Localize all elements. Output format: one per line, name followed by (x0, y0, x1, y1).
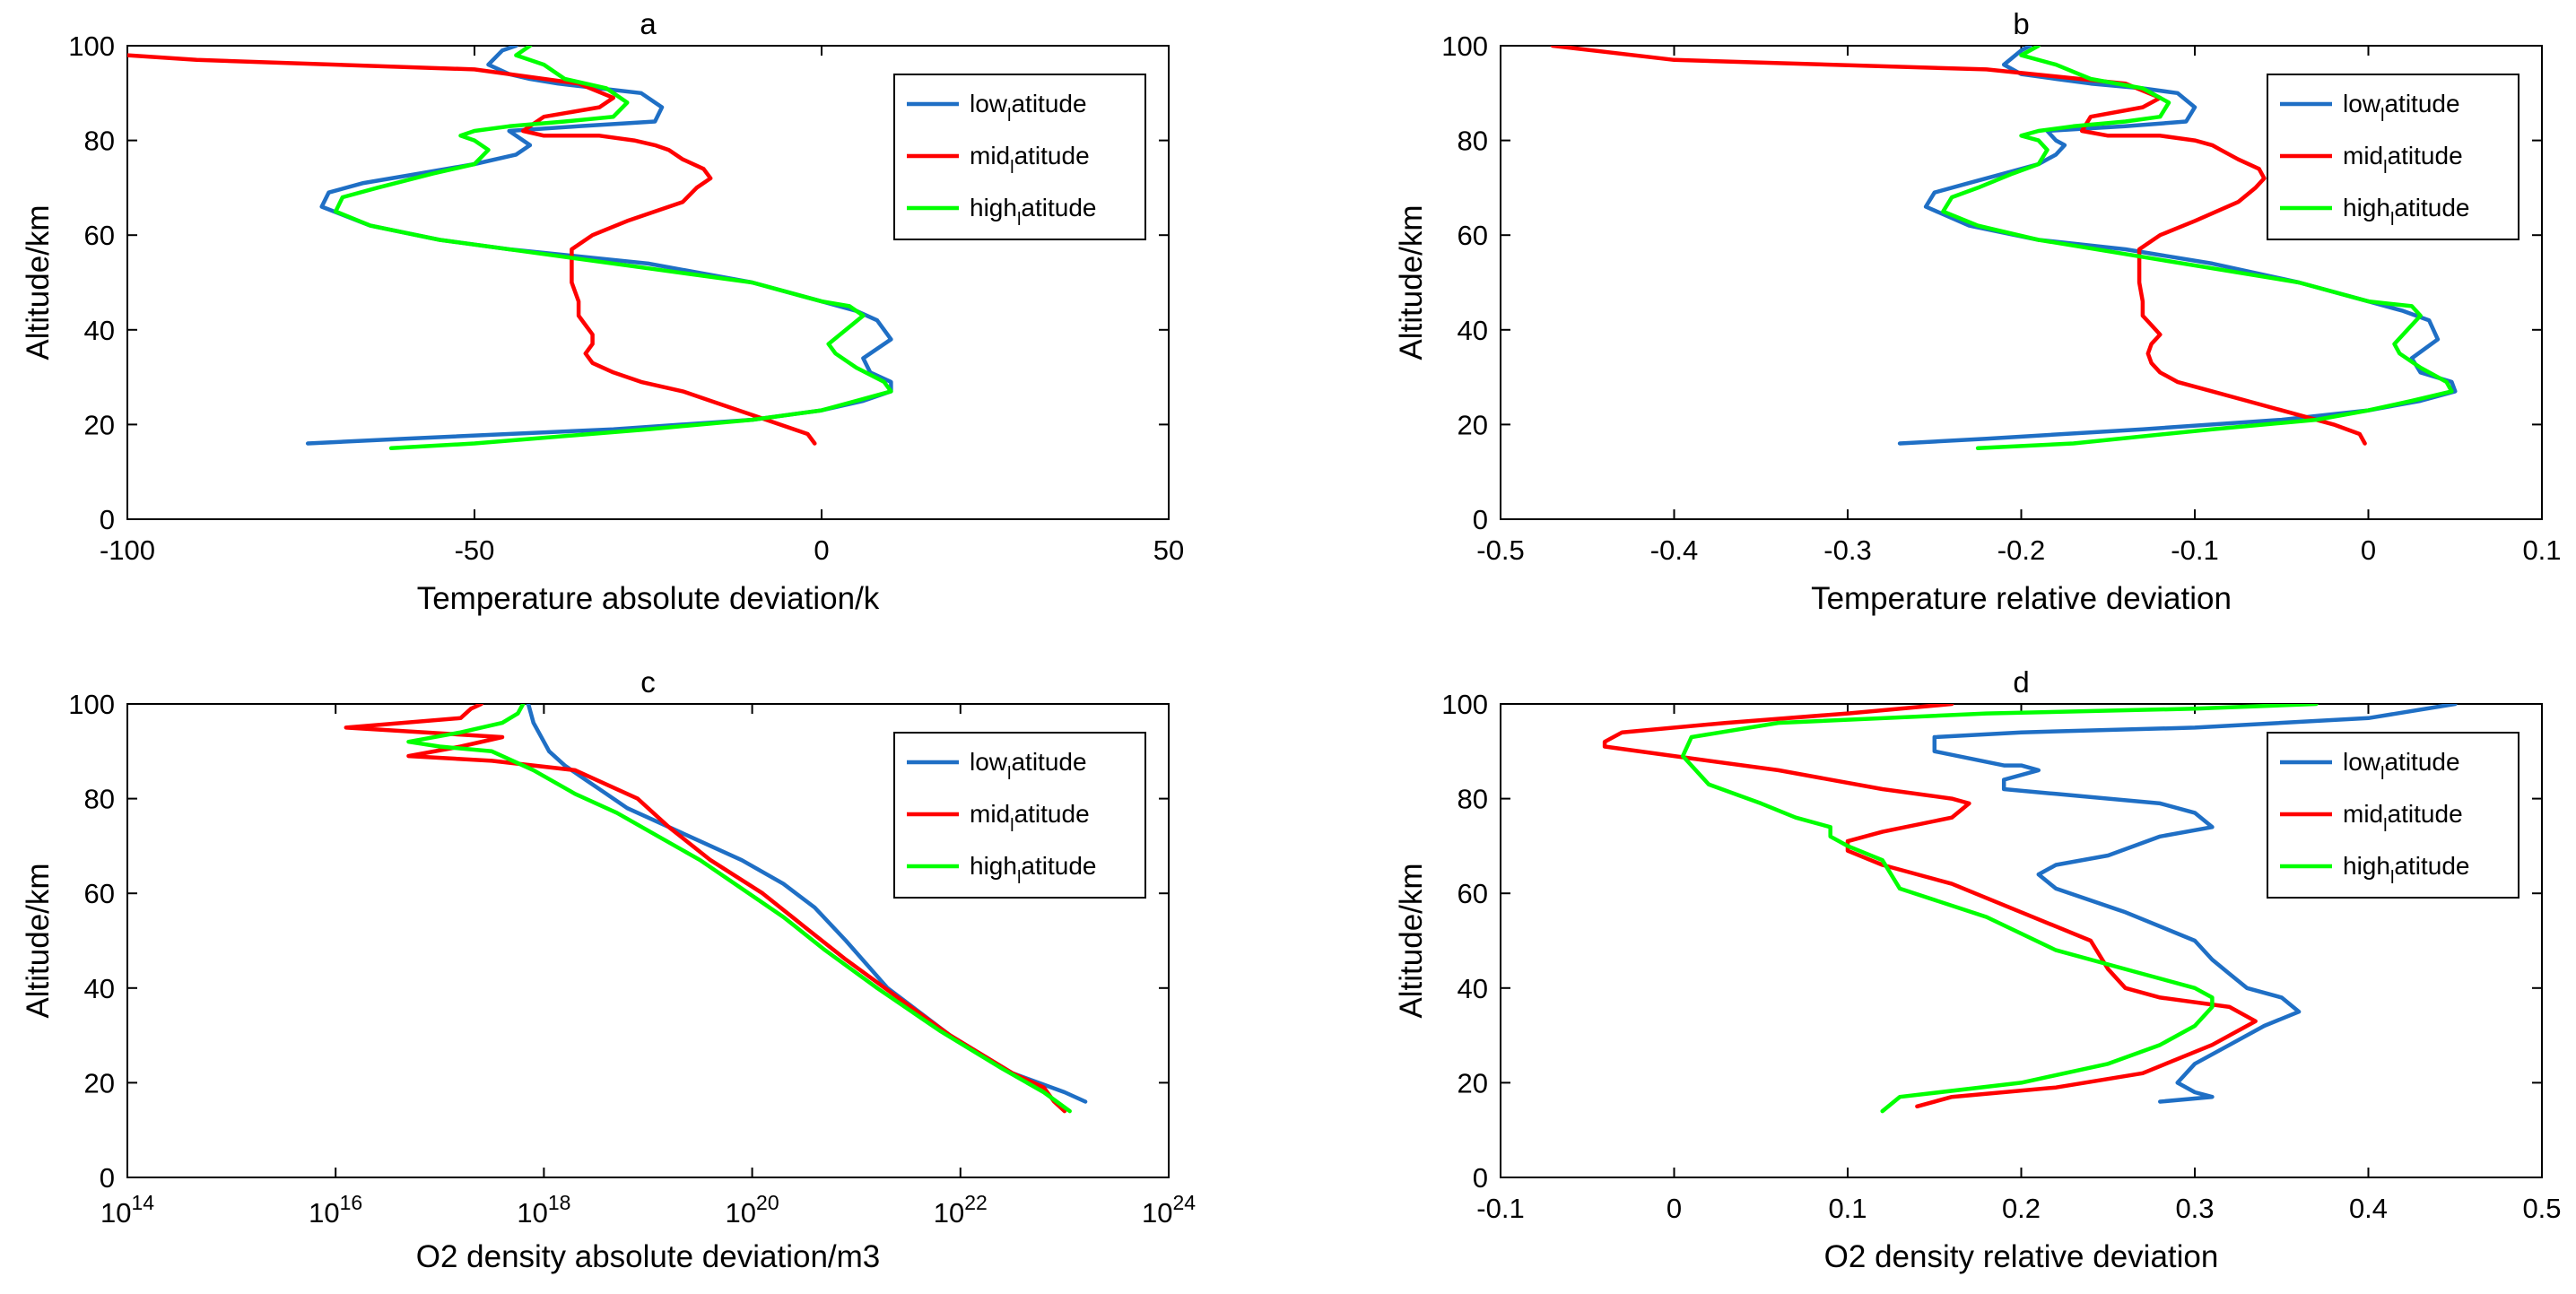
x-tick-label: -0.3 (1823, 534, 1871, 566)
y-tick-label: 60 (84, 878, 115, 909)
y-axis-label: Altitude/km (1394, 863, 1429, 1018)
series-group (127, 46, 893, 451)
x-tick-label: 0.2 (2002, 1193, 2041, 1224)
legend-label-mid: midlatitude (2343, 800, 2463, 836)
chart-title: d (2013, 665, 2029, 699)
x-tick-label: 0 (814, 534, 829, 566)
x-tick-label: 0.4 (2349, 1193, 2388, 1224)
y-tick-label: 60 (1458, 220, 1488, 251)
legend-label-mid: midlatitude (970, 142, 1090, 178)
y-tick-label: 40 (84, 973, 115, 1004)
legend-label-low: lowlatitude (970, 90, 1087, 126)
y-tick-label: 20 (1458, 409, 1488, 440)
y-tick-label: 80 (1458, 126, 1488, 157)
y-tick-label: 0 (100, 1162, 115, 1194)
y-tick-label: 80 (84, 126, 115, 157)
legend-label-low: lowlatitude (2343, 748, 2460, 784)
x-tick-label: 1024 (1142, 1191, 1196, 1229)
x-axis-label: O2 density absolute deviation/m3 (416, 1239, 881, 1274)
x-tick-label: 1016 (309, 1191, 362, 1229)
x-tick-label: 0 (1667, 1193, 1682, 1224)
series-line-high (1680, 704, 2319, 1114)
x-tick-label: 1018 (517, 1191, 570, 1229)
series-line-mid (127, 53, 817, 446)
legend-label-mid: midlatitude (970, 800, 1090, 836)
y-tick-label: 20 (84, 1067, 115, 1099)
legend-label-mid: midlatitude (2343, 142, 2463, 178)
chart-title: c (640, 665, 656, 699)
series-group (1550, 46, 2458, 451)
panel-b: -0.5 -0.4 -0.3 -0.2 -0.1 0 0.1 0 20 40 60 80 100 b Tem… (1394, 7, 2562, 616)
x-tick-label: 50 (1153, 534, 1184, 566)
y-tick-label: 20 (1458, 1067, 1488, 1099)
x-tick-label: 0.1 (2522, 534, 2561, 566)
y-tick-label: 80 (84, 784, 115, 815)
x-tick-label: -100 (100, 534, 155, 566)
series-group (344, 704, 1088, 1114)
panel-c: 1014 1016 1018 1020 1022 1024 0 20 40 60 80 100 c O2 … (21, 665, 1196, 1274)
series-line-high (406, 704, 1072, 1114)
x-tick-label: 0 (2361, 534, 2376, 566)
legend-label-high: highlatitude (970, 852, 1096, 888)
y-tick-label: 100 (1441, 30, 1488, 62)
y-tick-label: 0 (1473, 1162, 1488, 1194)
y-tick-label: 0 (100, 504, 115, 535)
x-axis-label: Temperature relative deviation (1811, 581, 2232, 616)
x-tick-label: -0.4 (1650, 534, 1698, 566)
series-line-mid (1602, 704, 2258, 1109)
series-line-mid (1550, 46, 2367, 446)
y-tick-label: 40 (84, 315, 115, 346)
y-axis-label: Altitude/km (21, 204, 56, 360)
legend-label-low: lowlatitude (2343, 90, 2460, 126)
legend-label-high: highlatitude (2343, 194, 2469, 230)
x-tick-label: -50 (455, 534, 495, 566)
x-tick-label: 0.5 (2522, 1193, 2561, 1224)
x-tick-label: 0.1 (1828, 1193, 1867, 1224)
y-tick-label: 60 (84, 220, 115, 251)
y-tick-label: 100 (68, 30, 115, 62)
y-tick-label: 20 (84, 409, 115, 440)
legend: lowlatitude midlatitude highlatitude (893, 74, 1146, 240)
y-axis-label: Altitude/km (21, 863, 56, 1018)
y-tick-label: 100 (1441, 689, 1488, 720)
x-tick-label: -0.5 (1476, 534, 1524, 566)
series-line-low (1932, 704, 2458, 1104)
chart-title: b (2013, 7, 2029, 40)
x-tick-label: -0.1 (1476, 1193, 1524, 1224)
y-tick-label: 100 (68, 689, 115, 720)
x-tick-label: 1020 (726, 1191, 779, 1229)
x-tick-label: 0.3 (2175, 1193, 2214, 1224)
x-axis-label: O2 density relative deviation (1824, 1239, 2219, 1274)
legend-label-low: lowlatitude (970, 748, 1087, 784)
y-axis-label: Altitude/km (1394, 204, 1429, 360)
series-group (1602, 704, 2458, 1114)
series-line-high (1941, 46, 2454, 451)
x-axis-label: Temperature absolute deviation/k (417, 581, 880, 616)
legend: lowlatitude midlatitude highlatitude (893, 732, 1146, 899)
panel-a: -100 -50 0 50 0 20 40 60 80 100 a Temperature absol… (21, 7, 1184, 616)
chart-title: a (640, 7, 657, 40)
y-tick-label: 0 (1473, 504, 1488, 535)
y-tick-label: 40 (1458, 315, 1488, 346)
legend-label-high: highlatitude (970, 194, 1096, 230)
legend: lowlatitude midlatitude highlatitude (2267, 732, 2519, 899)
x-tick-label: 1022 (934, 1191, 988, 1229)
legend-label-high: highlatitude (2343, 852, 2469, 888)
series-line-high (333, 46, 893, 451)
x-tick-label: -0.2 (1997, 534, 2045, 566)
x-tick-label: 1014 (100, 1191, 154, 1229)
x-tick-label: -0.1 (2171, 534, 2218, 566)
legend-box (893, 74, 1146, 240)
y-tick-label: 80 (1458, 784, 1488, 815)
series-line-low (1897, 46, 2458, 446)
y-tick-label: 40 (1458, 973, 1488, 1004)
legend: lowlatitude midlatitude highlatitude (2267, 74, 2519, 240)
y-tick-label: 60 (1458, 878, 1488, 909)
